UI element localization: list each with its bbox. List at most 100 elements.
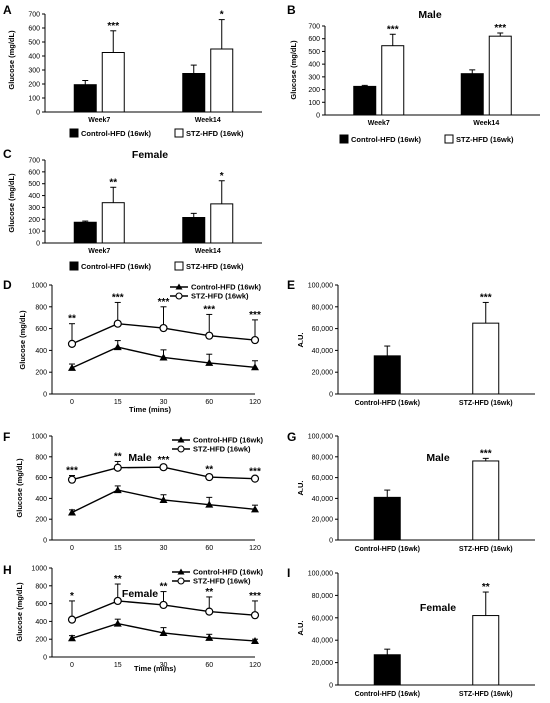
panel-title: Female xyxy=(420,602,456,614)
x-tick-label: Week7 xyxy=(88,248,110,255)
stz-point xyxy=(113,319,122,328)
x-axis-label: Time (mins) xyxy=(129,405,171,414)
significance-marker: *** xyxy=(249,591,261,602)
y-tick-label: 600 xyxy=(308,36,320,43)
legend-swatch xyxy=(174,128,184,138)
y-tick-label: 800 xyxy=(35,583,47,590)
stz-point xyxy=(159,463,168,472)
panel-title: Male xyxy=(128,452,152,464)
panel-title: Female xyxy=(122,588,158,600)
stz-point xyxy=(250,474,260,483)
y-tick-label: 0 xyxy=(43,392,47,399)
y-tick-label: 500 xyxy=(28,181,40,188)
y-tick-label: 40,000 xyxy=(312,638,334,645)
significance-marker: * xyxy=(70,591,74,602)
y-tick-label: 700 xyxy=(28,158,40,165)
y-tick-label: 0 xyxy=(316,113,320,120)
control-bar xyxy=(373,496,401,541)
y-tick-label: 300 xyxy=(28,205,40,212)
control-bar xyxy=(460,73,484,116)
y-tick-label: 100,000 xyxy=(308,434,333,441)
x-tick-label: STZ-HFD (16wk) xyxy=(459,546,513,553)
control-point xyxy=(113,486,122,494)
y-tick-label: 600 xyxy=(28,169,40,176)
x-tick-label: Control-HFD (16wk) xyxy=(355,400,420,407)
y-tick-label: 100,000 xyxy=(308,571,333,578)
control-bar xyxy=(182,217,206,244)
stz-point xyxy=(67,615,77,624)
y-tick-label: 800 xyxy=(35,454,47,461)
stz-bar xyxy=(472,460,500,541)
stz-point xyxy=(205,472,214,482)
panel-title: Male xyxy=(426,452,450,464)
significance-marker: *** xyxy=(107,21,119,32)
legend-label: Control-HFD (16wk) xyxy=(193,436,264,445)
x-tick-label: Week14 xyxy=(195,248,221,255)
stz-point xyxy=(250,335,260,345)
y-axis-label: Glucose (mg/dL) xyxy=(7,173,16,233)
stz-point xyxy=(159,323,168,333)
y-tick-label: 200 xyxy=(308,87,320,94)
significance-marker: *** xyxy=(158,297,170,308)
legend-marker xyxy=(175,283,183,290)
x-tick-label: Week7 xyxy=(368,120,390,127)
legend-label: STZ-HFD (16wk) xyxy=(186,262,244,271)
y-axis-label: Glucose (mg/dL) xyxy=(18,310,27,370)
significance-marker: *** xyxy=(249,310,261,321)
stz-point xyxy=(205,607,214,616)
y-tick-label: 1000 xyxy=(31,434,47,441)
legend-label: STZ-HFD (16wk) xyxy=(191,292,249,301)
y-tick-label: 500 xyxy=(28,40,40,47)
control-point xyxy=(68,363,76,371)
stz-bar xyxy=(472,615,500,686)
x-tick-label: Week14 xyxy=(473,120,499,127)
y-tick-label: 60,000 xyxy=(312,615,334,622)
significance-marker: * xyxy=(220,10,224,21)
y-tick-label: 800 xyxy=(35,304,47,311)
stz-point xyxy=(113,596,122,606)
y-tick-label: 200 xyxy=(35,517,47,524)
y-tick-label: 100 xyxy=(28,96,40,103)
y-tick-label: 80,000 xyxy=(312,593,334,600)
y-tick-label: 400 xyxy=(35,619,47,626)
x-tick-label: Week14 xyxy=(195,117,221,124)
y-tick-label: 700 xyxy=(28,12,40,19)
x-tick-label: Week7 xyxy=(88,117,110,124)
legend-label: Control-HFD (16wk) xyxy=(81,129,152,138)
y-tick-label: 100 xyxy=(308,100,320,107)
y-axis-label: Glucose (mg/dL) xyxy=(15,582,24,642)
legend-label: Control-HFD (16wk) xyxy=(191,283,262,292)
stz-point xyxy=(67,339,77,348)
panel-letter: C xyxy=(3,147,12,161)
control-bar xyxy=(373,654,401,686)
y-tick-label: 20,000 xyxy=(312,517,334,524)
significance-marker: ** xyxy=(482,582,490,593)
y-tick-label: 200 xyxy=(35,637,47,644)
significance-marker: *** xyxy=(387,24,399,35)
y-tick-label: 1000 xyxy=(31,283,47,290)
panel-letter: A xyxy=(3,3,12,17)
x-tick-label: 0 xyxy=(70,545,74,552)
y-tick-label: 300 xyxy=(28,68,40,75)
x-tick-label: Control-HFD (16wk) xyxy=(355,546,420,553)
y-axis-label: A.U. xyxy=(296,333,305,348)
stz-point xyxy=(113,463,122,472)
control-point xyxy=(205,633,214,641)
x-tick-label: 30 xyxy=(160,662,168,669)
y-tick-label: 20,000 xyxy=(312,660,334,667)
stz-bar xyxy=(210,48,234,113)
y-tick-label: 0 xyxy=(329,683,333,690)
legend-swatch xyxy=(174,261,184,271)
control-point xyxy=(251,636,259,644)
x-tick-label: 120 xyxy=(249,399,261,406)
significance-marker: *** xyxy=(480,292,492,303)
significance-marker: *** xyxy=(494,23,506,34)
legend-marker xyxy=(175,292,183,300)
y-tick-label: 40,000 xyxy=(312,496,334,503)
y-tick-label: 400 xyxy=(28,193,40,200)
panel-title: Male xyxy=(418,9,442,21)
panel-letter: D xyxy=(3,278,12,292)
x-tick-label: Control-HFD (16wk) xyxy=(355,691,420,698)
stz-point xyxy=(205,331,214,340)
